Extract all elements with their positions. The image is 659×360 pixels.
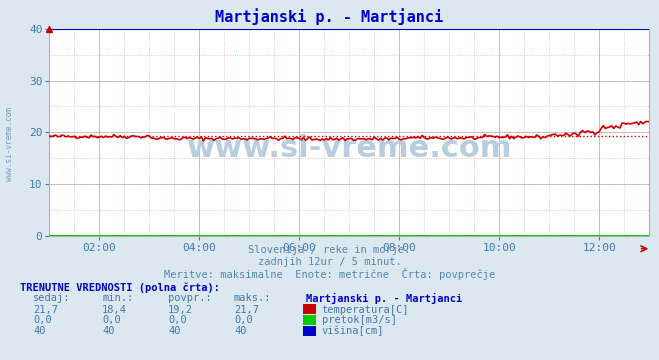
Text: 18,4: 18,4 [102,305,127,315]
Text: 40: 40 [102,326,115,336]
Text: 0,0: 0,0 [168,315,186,325]
Text: 0,0: 0,0 [33,315,51,325]
Text: višina[cm]: višina[cm] [322,326,384,336]
Text: 21,7: 21,7 [234,305,259,315]
Text: 40: 40 [234,326,246,336]
Text: Slovenija / reke in morje.: Slovenija / reke in morje. [248,245,411,255]
Text: 19,2: 19,2 [168,305,193,315]
Text: 40: 40 [33,326,45,336]
Text: Martjanski p. - Martjanci: Martjanski p. - Martjanci [215,8,444,24]
Text: Meritve: maksimalne  Enote: metrične  Črta: povprečje: Meritve: maksimalne Enote: metrične Črta… [164,268,495,280]
Text: povpr.:: povpr.: [168,293,212,303]
Text: 40: 40 [168,326,181,336]
Text: TRENUTNE VREDNOSTI (polna črta):: TRENUTNE VREDNOSTI (polna črta): [20,283,219,293]
Text: maks.:: maks.: [234,293,272,303]
Text: sedaj:: sedaj: [33,293,71,303]
Text: 0,0: 0,0 [234,315,252,325]
Text: Martjanski p. - Martjanci: Martjanski p. - Martjanci [306,293,463,303]
Text: pretok[m3/s]: pretok[m3/s] [322,315,397,325]
Text: zadnjih 12ur / 5 minut.: zadnjih 12ur / 5 minut. [258,257,401,267]
Text: temperatura[C]: temperatura[C] [322,305,409,315]
Text: min.:: min.: [102,293,133,303]
Text: www.si-vreme.com: www.si-vreme.com [5,107,14,181]
Text: www.si-vreme.com: www.si-vreme.com [186,134,512,163]
Text: 0,0: 0,0 [102,315,121,325]
Text: 21,7: 21,7 [33,305,58,315]
